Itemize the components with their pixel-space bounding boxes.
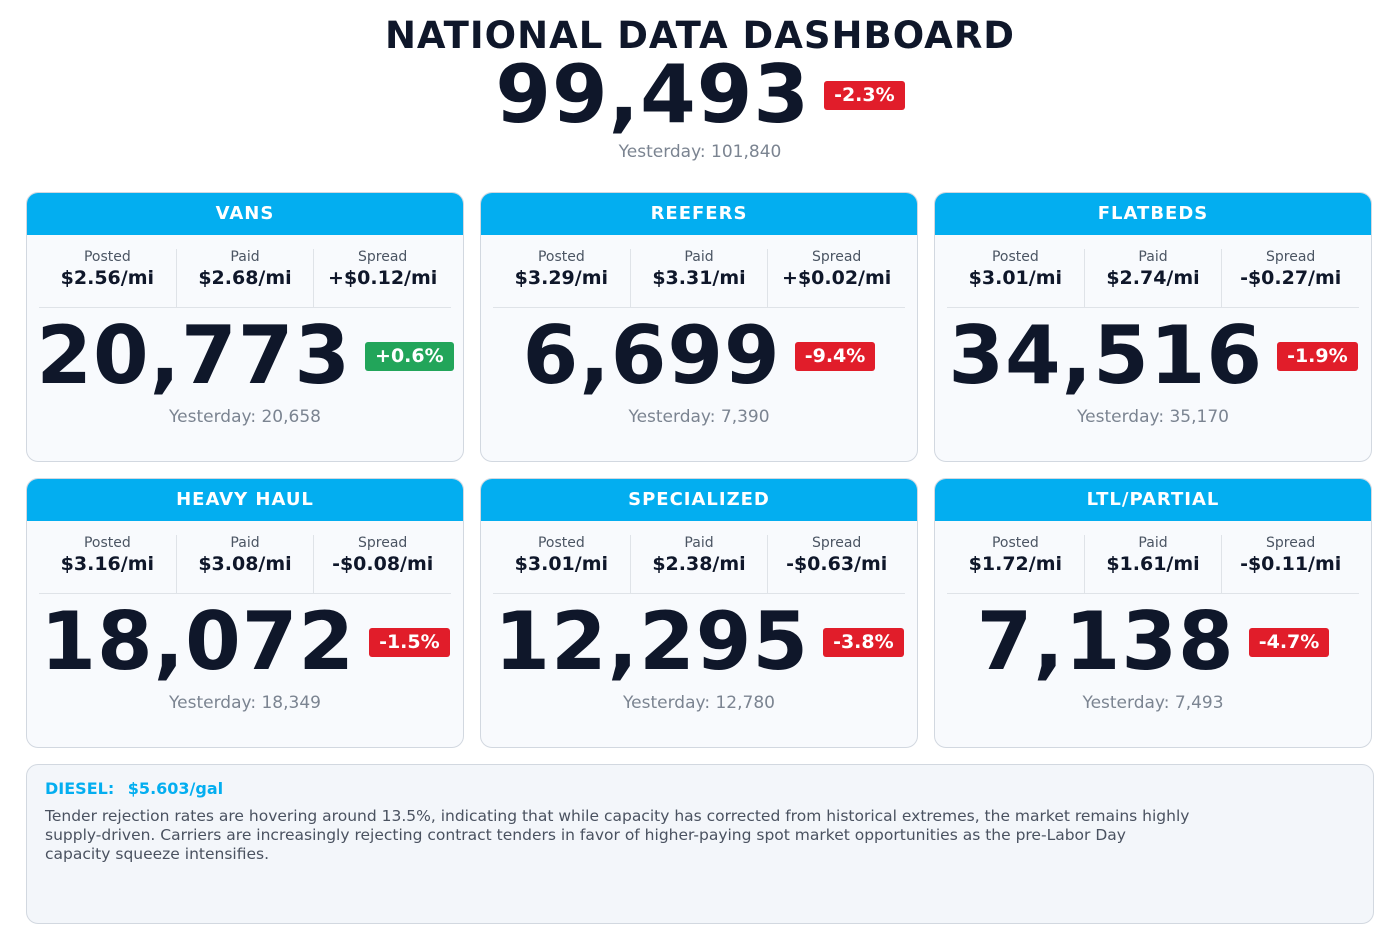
change-badge: -9.4% [794,341,876,371]
metric-spread: Spread -$0.08/mi [313,535,451,593]
metric-posted: Posted $1.72/mi [947,535,1084,593]
card-title: SPECIALIZED [481,479,917,521]
change-badge: -4.7% [1248,627,1330,657]
metric-paid: Paid $2.68/mi [175,249,314,307]
metric-posted: Posted $3.01/mi [493,535,630,593]
load-count-value: 18,072 [40,595,356,688]
load-count-row: 34,516 -1.9% [935,313,1371,399]
load-count-value: 20,773 [36,309,352,402]
yesterday-value: Yesterday: 35,170 [1077,407,1229,427]
page-title: NATIONAL DATA DASHBOARD [384,14,1016,57]
metric-spread: Spread -$0.11/mi [1221,535,1359,593]
yesterday-value: Yesterday: 20,658 [169,407,321,427]
metric-paid: Paid $2.38/mi [629,535,768,593]
spread-rate: +$0.02/mi [782,267,892,289]
market-commentary: Tender rejection rates are hovering arou… [45,807,1190,863]
card-title: HEAVY HAUL [27,479,463,521]
spread-rate: -$0.08/mi [332,553,434,575]
load-count-value: 7,138 [976,595,1235,688]
spread-rate: -$0.63/mi [786,553,888,575]
load-count-value: 12,295 [494,595,810,688]
card-title: REEFERS [481,193,917,235]
rate-metrics: Posted $3.01/mi Paid $2.74/mi Spread -$0.27/m… [947,249,1359,308]
change-badge: -1.9% [1277,341,1358,371]
card-vans: VANS Posted $2.56/mi Paid $2.68/mi Spread +$0.… [26,192,464,462]
change-badge: -1.5% [369,627,450,657]
total-change-badge: -2.3% [824,80,905,110]
load-count-row: 18,072 -1.5% [27,599,463,685]
metric-spread: Spread +$0.02/mi [767,249,905,307]
diesel-label: DIESEL: [45,779,115,798]
yesterday-value: Yesterday: 18,349 [169,693,321,713]
change-badge: +0.6% [365,341,454,371]
spread-rate: -$0.27/mi [1240,267,1342,289]
paid-rate: $2.74/mi [1106,267,1200,289]
posted-rate: $1.72/mi [968,553,1063,575]
metric-spread: Spread -$0.27/mi [1221,249,1359,307]
metric-paid: Paid $3.08/mi [175,535,314,593]
rate-metrics: Posted $1.72/mi Paid $1.61/mi Spread -$0.11/m… [947,535,1359,594]
card-flatbeds: FLATBEDS Posted $3.01/mi Paid $2.74/mi Spread… [934,192,1372,462]
metric-posted: Posted $3.29/mi [493,249,630,307]
spread-rate: +$0.12/mi [328,267,438,289]
rate-metrics: Posted $3.01/mi Paid $2.38/mi Spread -$0.63/m… [493,535,905,594]
rate-metrics: Posted $3.29/mi Paid $3.31/mi Spread +$0.02/m… [493,249,905,308]
paid-rate: $1.61/mi [1106,553,1200,575]
load-count-row: 6,699 -9.4% [481,313,917,399]
rate-metrics: Posted $2.56/mi Paid $2.68/mi Spread +$0.12/m… [39,249,451,308]
metric-spread: Spread +$0.12/mi [313,249,451,307]
posted-rate: $3.01/mi [968,267,1063,289]
rate-metrics: Posted $3.16/mi Paid $3.08/mi Spread -$0.08/m… [39,535,451,594]
load-count-row: 12,295 -3.8% [481,599,917,685]
paid-rate: $3.08/mi [198,553,292,575]
paid-rate: $3.31/mi [652,267,746,289]
paid-rate: $2.68/mi [198,267,292,289]
load-count-value: 34,516 [948,309,1264,402]
yesterday-value: Yesterday: 7,390 [628,407,770,427]
metric-paid: Paid $1.61/mi [1083,535,1222,593]
metric-posted: Posted $2.56/mi [39,249,176,307]
yesterday-value: Yesterday: 12,780 [623,693,775,713]
diesel-price: DIESEL: $5.603/gal [45,779,223,798]
change-badge: -3.8% [823,627,904,657]
total-yesterday: Yesterday: 101,840 [618,142,782,162]
posted-rate: $3.01/mi [514,553,609,575]
metric-paid: Paid $3.31/mi [629,249,768,307]
card-title: LTL/PARTIAL [935,479,1371,521]
metric-paid: Paid $2.74/mi [1083,249,1222,307]
metric-spread: Spread -$0.63/mi [767,535,905,593]
total-loads-value: 99,493 [495,48,811,141]
load-count-row: 20,773 +0.6% [27,313,463,399]
total-row: 99,493 -2.3% [0,52,1400,138]
metric-posted: Posted $3.16/mi [39,535,176,593]
market-notes-panel: DIESEL: $5.603/gal Tender rejection rate… [26,764,1374,924]
load-count-value: 6,699 [522,309,781,402]
card-reefers: REEFERS Posted $3.29/mi Paid $3.31/mi Spread +… [480,192,918,462]
card-specialized: SPECIALIZED Posted $3.01/mi Paid $2.38/mi Spr… [480,478,918,748]
card-heavy-haul: HEAVY HAUL Posted $3.16/mi Paid $3.08/mi Spre… [26,478,464,748]
card-title: FLATBEDS [935,193,1371,235]
metric-posted: Posted $3.01/mi [947,249,1084,307]
diesel-value: $5.603/gal [127,779,224,798]
posted-rate: $2.56/mi [60,267,155,289]
posted-rate: $3.16/mi [60,553,155,575]
posted-rate: $3.29/mi [514,267,609,289]
spread-rate: -$0.11/mi [1240,553,1342,575]
paid-rate: $2.38/mi [652,553,746,575]
yesterday-value: Yesterday: 7,493 [1082,693,1224,713]
card-ltl-partial: LTL/PARTIAL Posted $1.72/mi Paid $1.61/mi Spr… [934,478,1372,748]
load-count-row: 7,138 -4.7% [935,599,1371,685]
card-title: VANS [27,193,463,235]
